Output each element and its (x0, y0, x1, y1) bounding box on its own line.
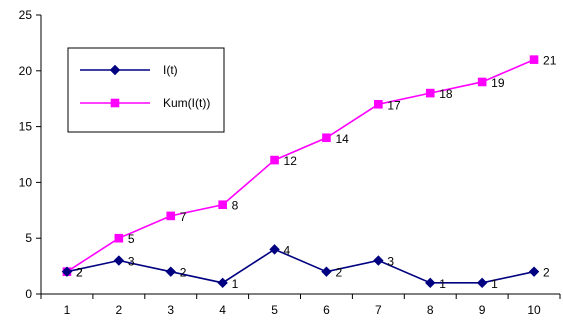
data-label-kum-it: 12 (284, 154, 298, 168)
data-point-kum-it (529, 55, 539, 64)
data-label-it: 1 (439, 277, 446, 291)
data-label-kum-it: 19 (491, 76, 505, 90)
legend-label-it: I(t) (163, 63, 178, 77)
x-tick-label: 1 (64, 303, 71, 317)
y-tick-label: 10 (19, 175, 33, 189)
x-tick-label: 2 (116, 303, 123, 317)
legend: I(t) Kum(I(t)) (67, 47, 225, 133)
legend-item-it: I(t) (80, 63, 178, 77)
data-point-it (528, 266, 540, 277)
data-label-it: 4 (284, 243, 291, 257)
series-line-kum-it (66, 58, 535, 273)
x-tick-label: 7 (375, 303, 382, 317)
data-point-it (165, 266, 176, 277)
data-point-it (113, 255, 125, 266)
y-tick-label: 15 (19, 120, 33, 134)
data-point-kum-it (270, 155, 279, 165)
data-label-kum-it: 8 (232, 199, 239, 213)
x-tick-label: 5 (271, 303, 278, 317)
data-point-kum-it (425, 88, 435, 98)
data-point-it (269, 244, 280, 255)
data-label-it: 3 (128, 255, 135, 269)
data-point-kum-it (477, 77, 487, 87)
x-tick-label: 3 (167, 303, 174, 317)
data-label-it: 2 (335, 266, 342, 280)
x-tick-label: 8 (427, 303, 434, 317)
data-label-kum-it: 21 (543, 54, 557, 68)
data-point-kum-it (374, 99, 383, 109)
data-label-kum-it: 5 (128, 232, 135, 246)
x-tick-label: 6 (323, 303, 330, 317)
data-label-kum-it: 2 (76, 266, 83, 280)
data-point-it (217, 277, 228, 289)
legend-marker-it (109, 64, 121, 76)
data-point-kum-it (166, 211, 176, 221)
y-tick-label: 5 (25, 231, 32, 245)
legend-marker-kum-it (110, 98, 120, 108)
series-line-it (66, 248, 535, 284)
data-label-it: 2 (76, 266, 83, 280)
data-label-kum-it: 14 (335, 132, 349, 146)
data-label-kum-it: 18 (439, 87, 453, 101)
data-label-kum-it: 7 (180, 210, 187, 224)
y-tick-label: 25 (19, 8, 33, 22)
legend-label-kum-it: Kum(I(t)) (163, 96, 210, 110)
data-label-it: 1 (491, 277, 498, 291)
x-ticks: 1 2 3 4 5 6 7 8 9 10 (40, 294, 561, 317)
data-point-kum-it (218, 200, 227, 210)
data-label-kum-it: 17 (387, 98, 401, 112)
x-tick-label: 4 (219, 303, 226, 317)
x-tick-label: 9 (479, 303, 486, 317)
data-point-it (321, 266, 332, 277)
series-it: 2 3 2 1 4 2 3 1 1 2 (61, 243, 550, 291)
data-point-kum-it (114, 233, 124, 243)
y-tick-label: 0 (25, 287, 32, 301)
data-label-it: 2 (180, 266, 187, 280)
y-tick-label: 20 (19, 64, 33, 78)
data-label-it: 2 (543, 266, 550, 280)
data-point-it (373, 255, 384, 266)
legend-box (67, 47, 225, 133)
data-point-kum-it (322, 133, 331, 143)
legend-item-kum-it: Kum(I(t)) (80, 96, 210, 110)
y-ticks: 0 5 10 15 20 25 (19, 8, 41, 301)
series-kum-it: 2 5 7 8 12 14 17 18 19 21 (62, 54, 557, 280)
data-point-it (476, 277, 488, 289)
x-tick-label: 10 (527, 303, 541, 317)
data-label-it: 1 (232, 277, 239, 291)
legend-items: I(t) Kum(I(t)) (80, 63, 210, 110)
data-point-it (61, 266, 73, 277)
data-point-it (425, 277, 436, 289)
data-label-it: 3 (387, 255, 394, 269)
